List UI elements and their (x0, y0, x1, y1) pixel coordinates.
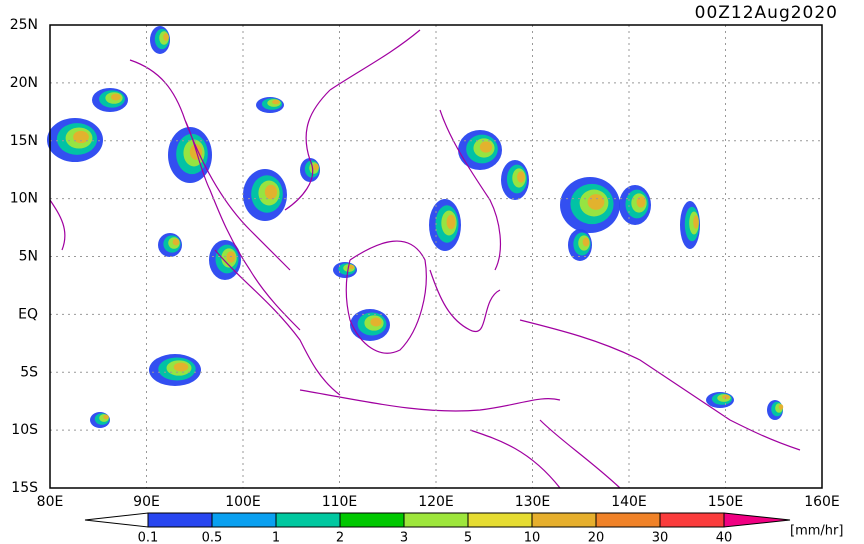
rain-area (103, 414, 109, 420)
precipitation (47, 26, 784, 428)
lon-label: 90E (133, 494, 160, 510)
lat-label: 5N (19, 249, 38, 265)
rain-area (313, 163, 319, 171)
coastline (214, 29, 561, 412)
rain-area (172, 238, 180, 246)
rain-area (479, 141, 493, 153)
rain-area (582, 237, 590, 247)
lon-label: 130E (515, 494, 551, 510)
rain-area (370, 317, 382, 327)
grid: 80E 90E 100E 110E 120E 130E 140E 150E 160E 25N 20N… (10, 17, 840, 510)
colorbar-box (659, 512, 725, 528)
colorbar-label: 20 (588, 531, 605, 544)
lon-label: 150E (708, 494, 744, 510)
rain-area (163, 33, 169, 41)
colorbar-label: 30 (652, 531, 669, 544)
lat-label: 15S (11, 480, 38, 496)
rain-area (517, 171, 525, 183)
colorbar-label: 0.5 (202, 531, 223, 544)
lon-label: 110E (322, 494, 358, 510)
map-title: 00Z12Aug2020 (695, 3, 838, 23)
colorbar-label: 3 (400, 531, 408, 544)
colorbar-box (147, 512, 213, 528)
coastline (345, 240, 427, 354)
colorbar-box (339, 512, 405, 528)
lon-label: 140E (611, 494, 647, 510)
colorbar-arrow (723, 512, 791, 528)
lat-label: 5S (20, 364, 38, 380)
colorbar-box (275, 512, 341, 528)
colorbar-box (467, 512, 533, 528)
lon-label: 120E (418, 494, 454, 510)
lat-label: 10S (11, 422, 38, 438)
lon-label: 160E (804, 494, 840, 510)
coastline (469, 319, 801, 489)
colorbar-label: 40 (716, 531, 733, 544)
coastlines (49, 29, 801, 489)
map-frame (49, 24, 823, 489)
rain-area (347, 264, 355, 270)
colorbar-box (403, 512, 469, 528)
rain-area (778, 404, 784, 410)
lat-label: 25N (10, 17, 38, 33)
colorbar-label: 5 (464, 531, 472, 544)
colorbar-label: 10 (524, 531, 541, 544)
rain-area (587, 194, 605, 210)
colorbar-box (531, 512, 597, 528)
colorbar-label: 0.1 (138, 531, 159, 544)
colorbar-unit: [mm/hr] (790, 524, 843, 539)
lon-label: 100E (225, 494, 261, 510)
colorbar: 0.1 0.5 1 2 3 5 10 20 30 40 (84, 512, 791, 544)
rain-area (693, 215, 699, 229)
rain-area (110, 93, 122, 101)
colorbar-label: 2 (336, 531, 344, 544)
colorbar-box (211, 512, 277, 528)
lon-label: 80E (37, 494, 64, 510)
rain-area (264, 184, 278, 200)
rain-area (272, 99, 280, 105)
rain-area (173, 362, 189, 372)
colorbar-label: 1 (272, 531, 280, 544)
coastline (49, 59, 331, 331)
colorbar-box (595, 512, 661, 528)
lat-label: EQ (18, 306, 38, 322)
lat-label: 15N (10, 133, 38, 149)
lat-label: 10N (10, 191, 38, 207)
rain-area (636, 196, 646, 208)
rain-area (73, 130, 89, 144)
coastline (429, 109, 501, 333)
lat-label: 20N (10, 75, 38, 91)
rain-area (446, 214, 456, 230)
